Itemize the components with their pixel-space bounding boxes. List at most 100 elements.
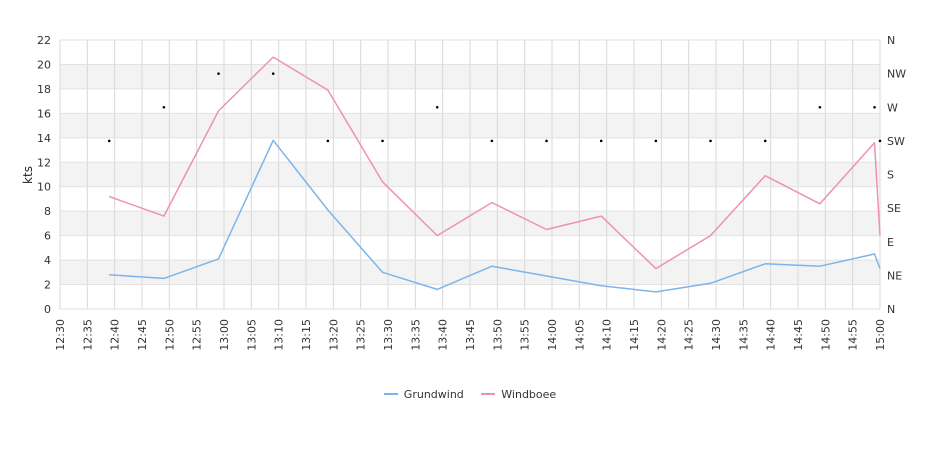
series-point-windboee[interactable] bbox=[872, 140, 877, 145]
y-tick-label: 4 bbox=[44, 254, 51, 267]
x-tick-label: 13:30 bbox=[382, 319, 395, 351]
y-tick-label: 2 bbox=[44, 279, 51, 292]
x-tick-label: 13:10 bbox=[273, 319, 286, 351]
series-point-windboee[interactable] bbox=[763, 173, 768, 178]
series-point-windboee[interactable] bbox=[544, 227, 549, 232]
wind-direction-point bbox=[763, 139, 767, 143]
direction-axis-ticks: N NE E SE S SW W NW N bbox=[887, 34, 906, 316]
wind-direction-point bbox=[878, 139, 882, 143]
series-point-windboee[interactable] bbox=[435, 233, 440, 238]
series-point-grundwind[interactable] bbox=[107, 272, 112, 277]
series-point-grundwind[interactable] bbox=[161, 276, 166, 281]
series-point-windboee[interactable] bbox=[380, 179, 385, 184]
direction-tick-label: S bbox=[887, 169, 894, 182]
series-point-windboee[interactable] bbox=[489, 200, 494, 205]
series-point-grundwind[interactable] bbox=[489, 264, 494, 269]
series-line-grundwind[interactable] bbox=[109, 139, 881, 293]
x-tick-label: 12:40 bbox=[109, 319, 122, 351]
x-tick-label: 13:20 bbox=[327, 319, 340, 351]
series-point-grundwind[interactable] bbox=[817, 264, 822, 269]
series-point-grundwind[interactable] bbox=[708, 281, 713, 286]
series-point-grundwind[interactable] bbox=[878, 266, 883, 271]
y-axis-title: kts bbox=[21, 166, 35, 184]
x-tick-label: 13:25 bbox=[355, 319, 368, 351]
horizontal-gridlines bbox=[60, 39, 880, 310]
wind-direction-point bbox=[435, 105, 439, 109]
x-tick-label: 13:15 bbox=[300, 319, 313, 351]
y-tick-label: 14 bbox=[37, 132, 51, 145]
x-tick-label: 12:50 bbox=[163, 319, 176, 351]
x-tick-label: 14:10 bbox=[601, 319, 614, 351]
y-tick-label: 16 bbox=[37, 107, 51, 120]
x-tick-label: 13:35 bbox=[409, 319, 422, 351]
wind-direction-point bbox=[271, 72, 275, 75]
x-tick-label: 14:55 bbox=[847, 319, 860, 351]
x-tick-label: 14:40 bbox=[765, 319, 778, 351]
series-point-windboee[interactable] bbox=[878, 233, 883, 238]
series-line-windboee[interactable] bbox=[108, 56, 881, 270]
y-tick-label: 8 bbox=[44, 205, 51, 218]
x-tick-label: 13:40 bbox=[437, 319, 450, 351]
series-point-grundwind[interactable] bbox=[435, 287, 440, 292]
y-tick-label: 0 bbox=[44, 303, 51, 316]
direction-tick-label: NW bbox=[887, 68, 906, 81]
x-axis-ticks: 12:30 12:35 12:40 12:45 12:50 12:55 13:00 13:05… bbox=[54, 319, 887, 351]
series-point-windboee[interactable] bbox=[653, 266, 658, 271]
series-point-windboee[interactable] bbox=[107, 194, 112, 199]
wind-direction-point bbox=[490, 139, 494, 143]
wind-direction-point bbox=[217, 72, 220, 75]
x-tick-label: 14:05 bbox=[573, 319, 586, 351]
series-point-grundwind[interactable] bbox=[325, 207, 330, 212]
series-point-grundwind[interactable] bbox=[380, 270, 385, 275]
x-tick-label: 14:15 bbox=[628, 319, 641, 351]
y-tick-label: 18 bbox=[37, 83, 51, 96]
y-tick-label: 20 bbox=[37, 58, 51, 71]
x-tick-label: 14:50 bbox=[819, 319, 832, 351]
series-point-grundwind[interactable] bbox=[599, 283, 604, 288]
legend-swatch-windboee bbox=[481, 393, 496, 395]
x-tick-label: 13:45 bbox=[464, 319, 477, 351]
legend: Grundwind Windboee bbox=[0, 385, 940, 401]
wind-direction-point bbox=[381, 139, 384, 143]
wind-direction-point bbox=[162, 105, 166, 109]
series-point-grundwind[interactable] bbox=[653, 289, 658, 294]
series-point-windboee[interactable] bbox=[161, 214, 166, 219]
x-tick-label: 12:45 bbox=[136, 319, 149, 351]
series-point-grundwind[interactable] bbox=[271, 138, 276, 143]
direction-tick-label: SE bbox=[887, 202, 901, 215]
series-layer bbox=[107, 55, 883, 294]
x-tick-label: 12:35 bbox=[81, 319, 94, 351]
y-tick-label: 6 bbox=[44, 230, 51, 243]
legend-swatch-grundwind bbox=[383, 393, 398, 395]
series-point-windboee[interactable] bbox=[271, 55, 276, 60]
direction-tick-label: N bbox=[887, 34, 895, 47]
x-tick-label: 13:05 bbox=[245, 319, 258, 351]
direction-tick-label: SW bbox=[887, 135, 905, 148]
wind-direction-point bbox=[654, 139, 658, 143]
series-point-windboee[interactable] bbox=[708, 233, 713, 238]
wind-direction-point bbox=[873, 105, 876, 109]
series-point-windboee[interactable] bbox=[325, 88, 330, 93]
series-point-grundwind[interactable] bbox=[872, 251, 877, 256]
legend-item-windboee[interactable]: Windboee bbox=[481, 388, 556, 401]
wind-direction-point bbox=[709, 139, 712, 143]
x-tick-label: 13:50 bbox=[491, 319, 504, 351]
x-tick-label: 14:30 bbox=[710, 319, 723, 351]
series-point-windboee[interactable] bbox=[216, 108, 221, 113]
series-point-windboee[interactable] bbox=[599, 214, 604, 219]
series-point-grundwind[interactable] bbox=[216, 256, 221, 261]
vertical-gridlines bbox=[59, 40, 881, 309]
x-tick-label: 14:45 bbox=[792, 319, 805, 351]
x-tick-label: 15:00 bbox=[874, 319, 887, 351]
series-point-grundwind[interactable] bbox=[763, 261, 768, 266]
series-point-grundwind[interactable] bbox=[544, 273, 549, 278]
series-point-windboee[interactable] bbox=[817, 201, 822, 206]
x-tick-label: 14:25 bbox=[683, 319, 696, 351]
legend-item-grundwind[interactable]: Grundwind bbox=[383, 388, 464, 401]
wind-direction-point bbox=[326, 139, 330, 143]
x-tick-label: 14:20 bbox=[655, 319, 668, 351]
y-axis-ticks: 0 2 4 6 8 10 12 14 16 18 20 22 bbox=[37, 34, 51, 316]
wind-direction-point bbox=[107, 139, 111, 143]
direction-tick-label: E bbox=[887, 236, 894, 249]
